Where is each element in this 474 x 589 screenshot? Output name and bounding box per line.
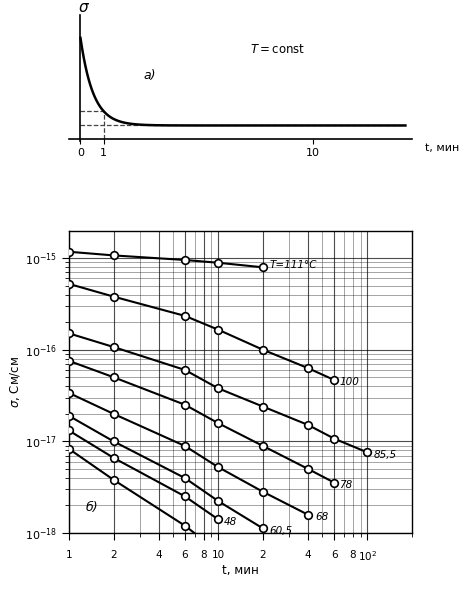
Text: 48: 48 — [224, 517, 237, 527]
Text: t, мин: t, мин — [425, 143, 459, 153]
Text: 6: 6 — [182, 550, 188, 560]
Text: б): б) — [86, 501, 99, 514]
Text: а): а) — [144, 69, 156, 82]
Text: 8: 8 — [350, 550, 356, 560]
Text: 60,5: 60,5 — [269, 526, 292, 536]
Text: 100: 100 — [339, 377, 359, 387]
Text: 1: 1 — [65, 550, 72, 560]
X-axis label: t, мин: t, мин — [222, 564, 259, 577]
Text: 78: 78 — [339, 481, 353, 491]
Text: 2: 2 — [260, 550, 266, 560]
Text: $\sigma$: $\sigma$ — [79, 0, 91, 15]
Text: $T = \mathrm{const}$: $T = \mathrm{const}$ — [250, 43, 305, 56]
Text: 6: 6 — [331, 550, 337, 560]
Text: 2: 2 — [110, 550, 117, 560]
Text: 4: 4 — [155, 550, 162, 560]
Y-axis label: $\sigma$, См/см: $\sigma$, См/см — [8, 356, 22, 408]
Text: T=111°C: T=111°C — [269, 260, 317, 270]
Text: $10^2$: $10^2$ — [358, 550, 377, 563]
Text: 4: 4 — [305, 550, 311, 560]
Text: 10: 10 — [211, 550, 225, 560]
Text: 8: 8 — [201, 550, 207, 560]
Text: 68: 68 — [316, 512, 329, 521]
Text: 85,5: 85,5 — [374, 450, 397, 460]
